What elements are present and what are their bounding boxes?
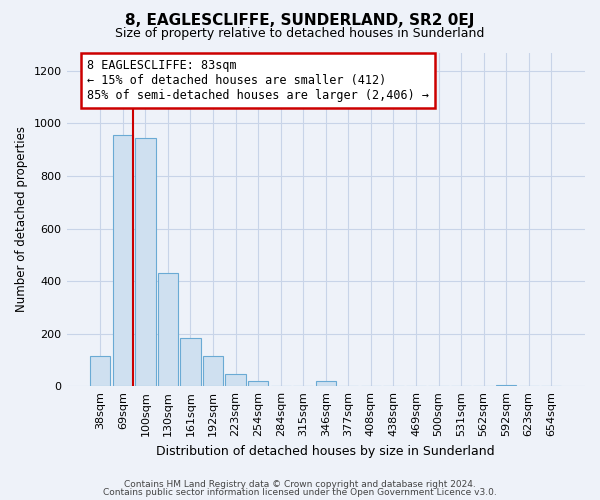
Text: 8 EAGLESCLIFFE: 83sqm
← 15% of detached houses are smaller (412)
85% of semi-det: 8 EAGLESCLIFFE: 83sqm ← 15% of detached … xyxy=(87,59,429,102)
Text: Contains public sector information licensed under the Open Government Licence v3: Contains public sector information licen… xyxy=(103,488,497,497)
Bar xyxy=(496,385,517,386)
Bar xyxy=(316,382,336,386)
Bar xyxy=(135,138,155,386)
Y-axis label: Number of detached properties: Number of detached properties xyxy=(15,126,28,312)
Bar xyxy=(158,273,178,386)
Bar xyxy=(203,356,223,386)
Bar xyxy=(113,136,133,386)
Text: 8, EAGLESCLIFFE, SUNDERLAND, SR2 0EJ: 8, EAGLESCLIFFE, SUNDERLAND, SR2 0EJ xyxy=(125,12,475,28)
Text: Contains HM Land Registry data © Crown copyright and database right 2024.: Contains HM Land Registry data © Crown c… xyxy=(124,480,476,489)
Bar xyxy=(248,381,268,386)
Bar xyxy=(226,374,246,386)
X-axis label: Distribution of detached houses by size in Sunderland: Distribution of detached houses by size … xyxy=(157,444,495,458)
Bar xyxy=(90,356,110,386)
Text: Size of property relative to detached houses in Sunderland: Size of property relative to detached ho… xyxy=(115,28,485,40)
Bar xyxy=(181,338,200,386)
